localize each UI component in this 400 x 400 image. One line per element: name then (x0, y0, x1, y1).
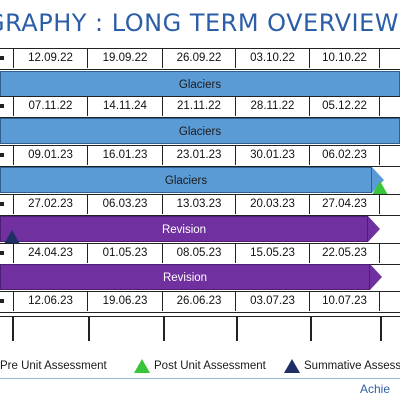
week-date-cell: 26.09.22 (163, 49, 236, 68)
band-arrow-head-icon (368, 216, 380, 242)
unit-band: Revision (0, 264, 382, 290)
unit-band-label: Revision (161, 224, 207, 236)
week-date-cell: 14.11.24 (88, 97, 163, 116)
row-lead-cell (0, 146, 14, 165)
week-date-cell: 03.07.23 (236, 292, 310, 311)
row-marker-dot (0, 104, 4, 108)
legend-summative-label: Summative Assess (304, 360, 400, 372)
row-lead-cell (0, 195, 14, 214)
unit-band-label: Glaciers (164, 175, 208, 187)
week-date-cell: 16.01.23 (88, 146, 163, 165)
summative-assessment-marker-icon (4, 230, 20, 244)
row-marker-dot (0, 202, 4, 206)
week-date-cell: 19.06.23 (88, 292, 163, 311)
column-divider (163, 317, 165, 341)
week-date-cell: 15.05.23 (236, 244, 310, 263)
summative-triangle-icon (284, 359, 300, 373)
week-date-cell: 08.05.23 (163, 244, 236, 263)
footer-text: Achie (360, 382, 391, 396)
legend: Pre Unit Assessment Post Unit Assessment… (0, 356, 400, 376)
row-marker-dot (0, 251, 4, 255)
week-date-cell: 23.01.23 (163, 146, 236, 165)
date-row: 24.04.23 01.05.23 08.05.23 15.05.23 22.05.23 (0, 243, 400, 265)
column-divider (310, 317, 312, 341)
row-lead-cell (0, 49, 14, 68)
row-marker-dot (0, 153, 4, 157)
unit-band-label: Glaciers (178, 79, 222, 91)
unit-band-label: Revision (162, 272, 208, 284)
page-title: GRAPHY : LONG TERM OVERVIEW (0, 9, 399, 37)
week-date-cell: 20.03.23 (236, 195, 310, 214)
week-date-cell: 28.11.22 (236, 97, 310, 116)
week-date-cell: 27.04.23 (310, 195, 380, 214)
week-date-cell: 10.10.22 (310, 49, 380, 68)
week-date-cell: 09.01.23 (14, 146, 88, 165)
footer-divider (0, 378, 400, 379)
week-date-cell: 24.04.23 (14, 244, 88, 263)
column-divider (12, 317, 14, 341)
week-date-cell: 03.10.22 (236, 49, 310, 68)
legend-pre-unit-label: Pre Unit Assessment (0, 360, 107, 372)
band-arrow-head-icon (370, 264, 382, 290)
week-date-cell: 13.03.23 (163, 195, 236, 214)
post-unit-triangle-icon (134, 359, 150, 373)
date-row: 07.11.22 14.11.24 21.11.22 28.11.22 05.12.22 (0, 96, 400, 118)
legend-post-unit-label: Post Unit Assessment (154, 360, 266, 372)
week-date-cell: 19.09.22 (88, 49, 163, 68)
unit-band: Glaciers (0, 118, 400, 144)
week-date-cell: 26.06.23 (163, 292, 236, 311)
final-row-body (0, 316, 400, 341)
unit-band: Glaciers (0, 71, 400, 97)
row-marker-dot (0, 56, 4, 60)
date-row: 12.09.22 19.09.22 26.09.22 03.10.22 10.10.22 (0, 48, 400, 70)
week-date-cell: 05.12.22 (310, 97, 380, 116)
row-lead-cell (0, 244, 14, 263)
week-date-cell: 12.06.23 (14, 292, 88, 311)
unit-band: Glaciers (0, 167, 384, 193)
week-date-cell: 10.07.23 (310, 292, 380, 311)
date-row: 27.02.23 06.03.23 13.03.23 20.03.23 27.04.23 (0, 194, 400, 216)
week-date-cell: 06.03.23 (88, 195, 163, 214)
week-date-cell: 06.02.23 (310, 146, 380, 165)
week-date-cell: 30.01.23 (236, 146, 310, 165)
week-date-cell: 12.09.22 (14, 49, 88, 68)
week-date-cell: 07.11.22 (14, 97, 88, 116)
row-marker-dot (0, 299, 4, 303)
week-date-cell: 01.05.23 (88, 244, 163, 263)
row-lead-cell (0, 292, 14, 311)
week-date-cell: 22.05.23 (310, 244, 380, 263)
unit-band-label: Glaciers (178, 126, 222, 138)
column-divider (380, 317, 382, 341)
column-divider (88, 317, 90, 341)
week-date-cell: 21.11.22 (163, 97, 236, 116)
row-lead-cell (0, 97, 14, 116)
column-divider (236, 317, 238, 341)
date-row: 09.01.23 16.01.23 23.01.23 30.01.23 06.02.23 (0, 145, 400, 167)
date-row: 12.06.23 19.06.23 26.06.23 03.07.23 10.07.23 (0, 291, 400, 313)
unit-band: Revision (0, 216, 380, 242)
post-unit-assessment-marker-icon (372, 181, 388, 195)
week-date-cell: 27.02.23 (14, 195, 88, 214)
